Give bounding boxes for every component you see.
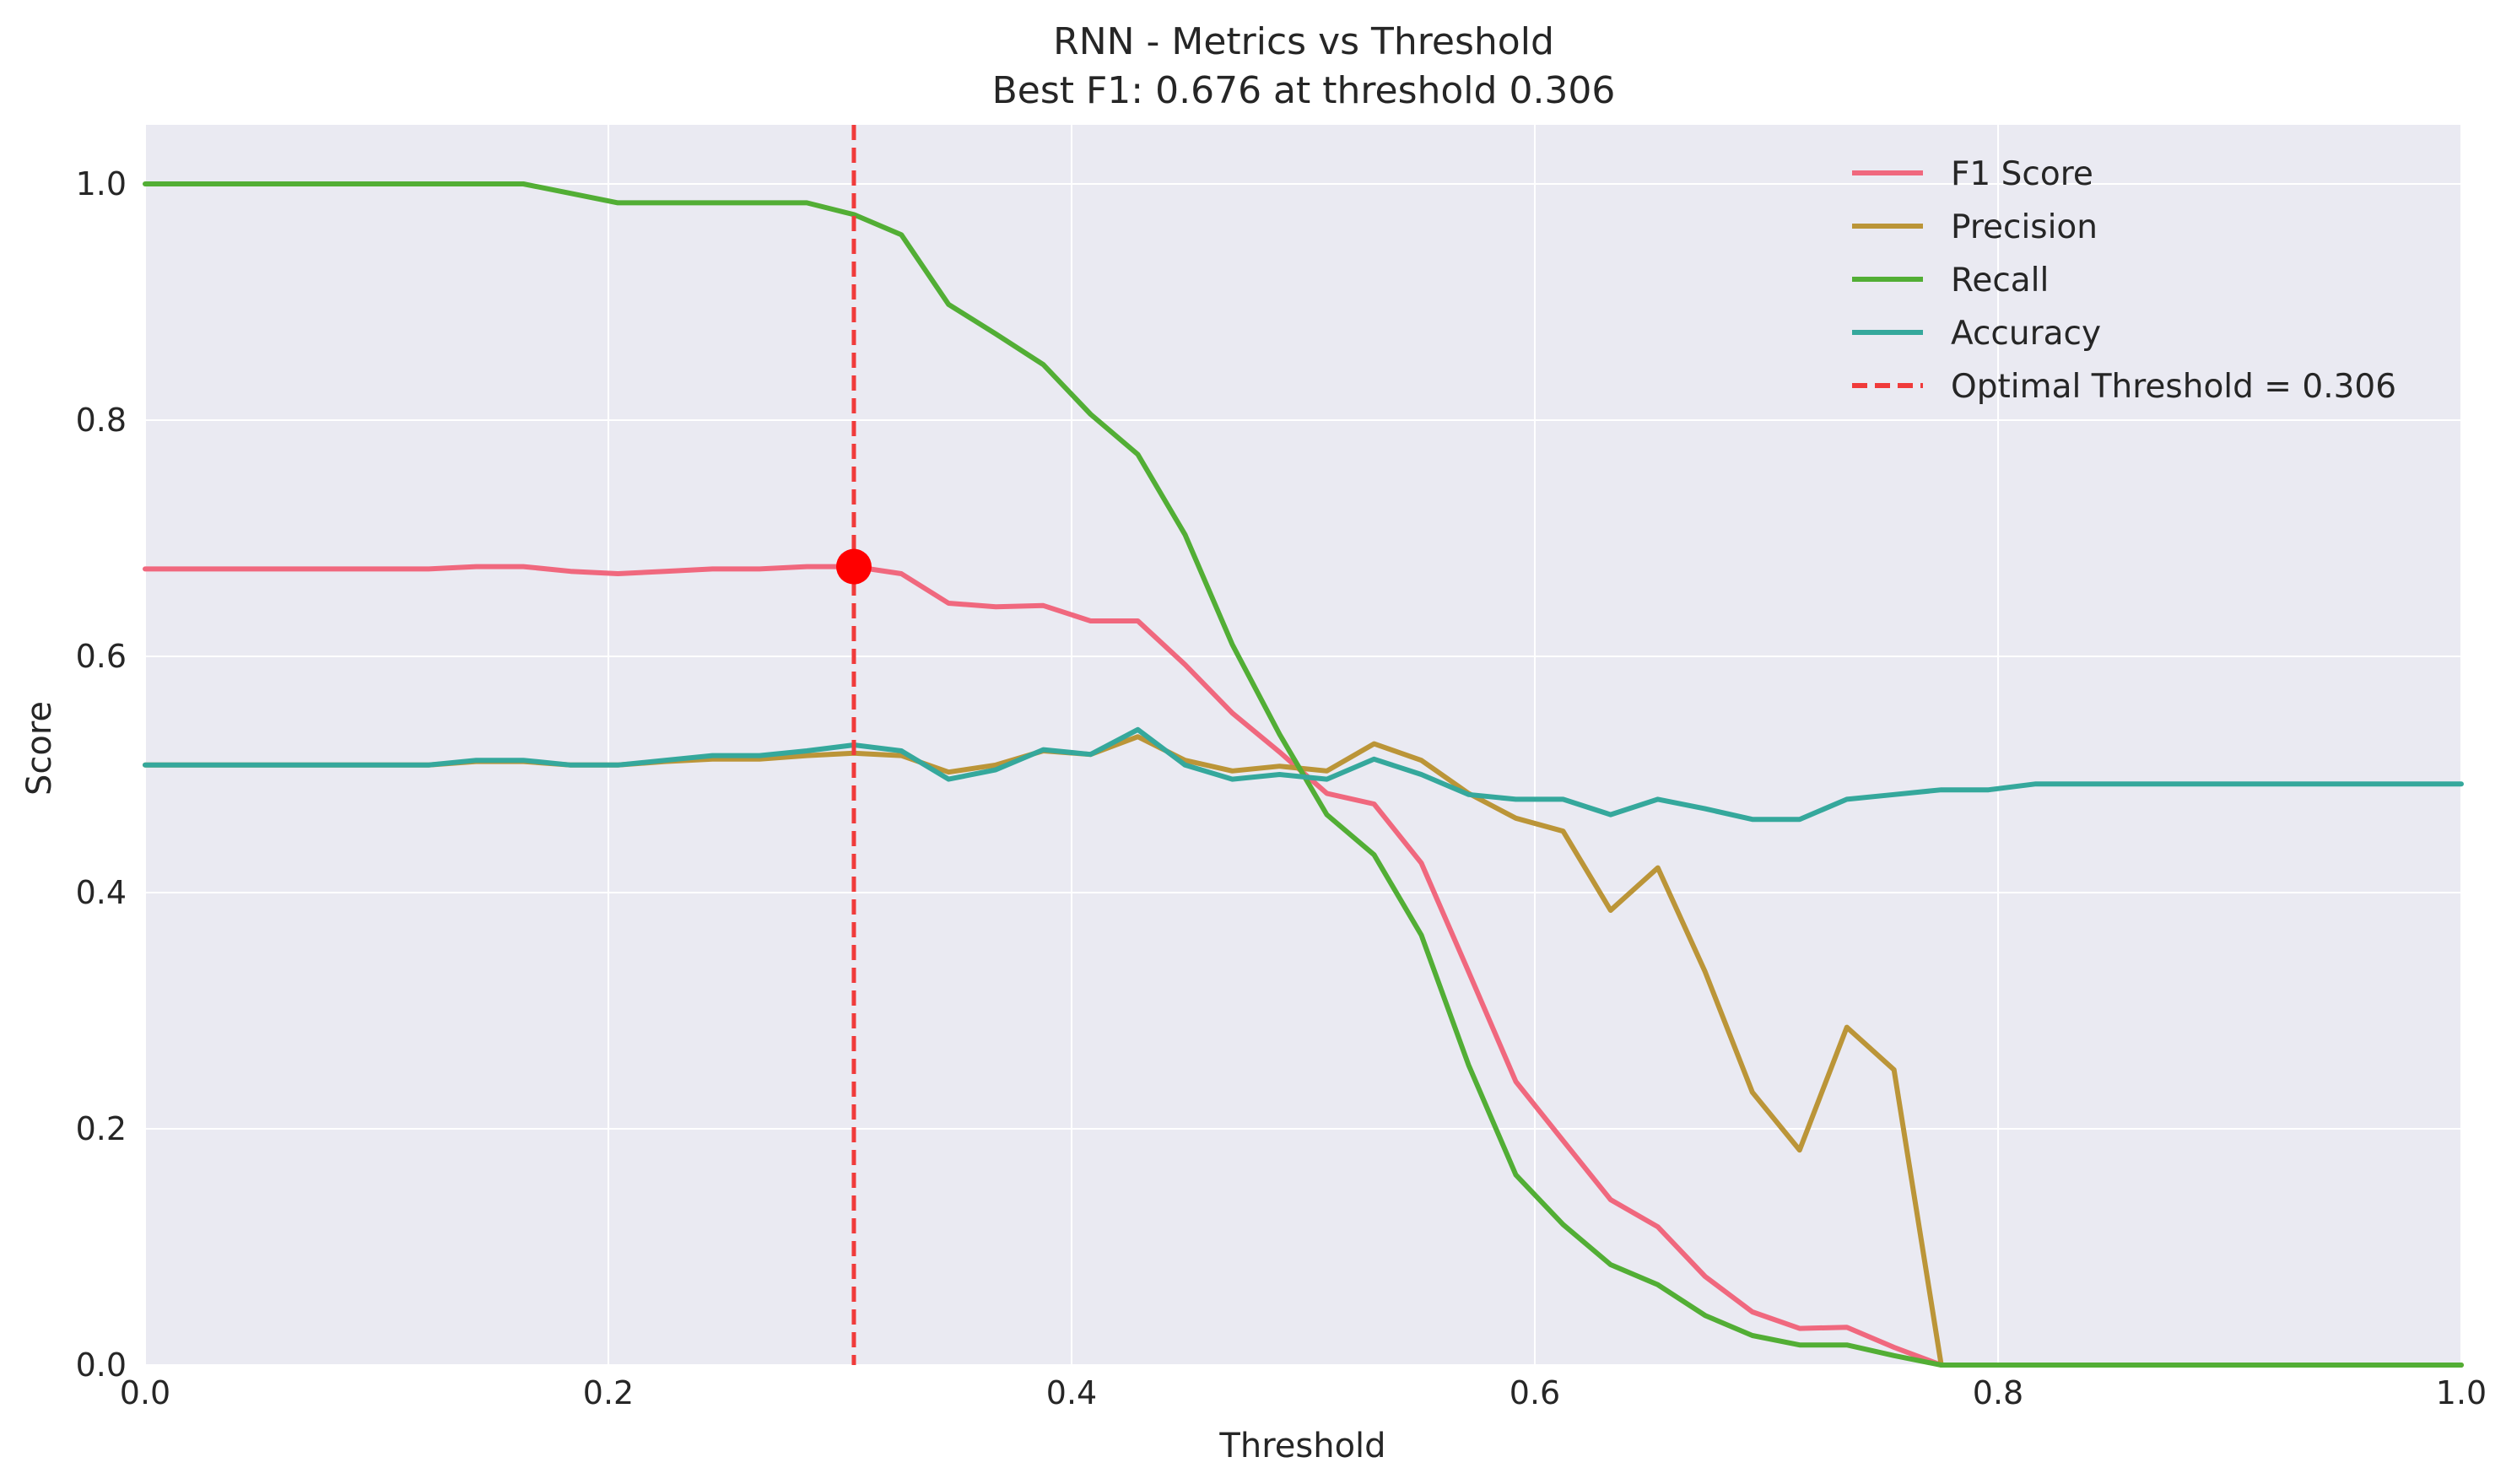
- legend: F1 Score Precision Recall Accuracy Optimal T…: [1852, 155, 2396, 406]
- x-tick-label: 0.2: [583, 1374, 634, 1411]
- best-f1-point: [835, 548, 872, 585]
- x-tick-label: 0.6: [1510, 1374, 1560, 1411]
- x-axis-ticks: 0.0 0.2 0.4 0.6 0.8 1.0: [120, 1374, 2487, 1411]
- legend-label: F1 Score: [1951, 155, 2093, 193]
- y-tick-label: 1.0: [76, 165, 127, 202]
- plot-area: [145, 125, 2461, 1365]
- y-axis-label: Score: [20, 701, 59, 796]
- series-line-accuracy: [143, 726, 2464, 823]
- chart-title: RNN - Metrics vs Threshold: [1053, 20, 1554, 63]
- x-tick-label: 0.0: [120, 1374, 170, 1411]
- y-tick-label: 0.6: [76, 638, 127, 675]
- annotation-markers: [835, 125, 872, 1365]
- x-tick-label: 0.8: [1973, 1374, 2023, 1411]
- x-axis-label: Threshold: [1218, 1427, 1385, 1465]
- x-tick-label: 1.0: [2436, 1374, 2487, 1411]
- y-axis-ticks: 0.0 0.2 0.4 0.6 0.8 1.0: [76, 165, 127, 1384]
- y-tick-label: 0.0: [76, 1346, 127, 1384]
- y-tick-label: 0.2: [76, 1110, 127, 1147]
- legend-label: Recall: [1951, 262, 2049, 299]
- legend-label: Optimal Threshold = 0.306: [1951, 368, 2396, 406]
- legend-label: Precision: [1951, 208, 2098, 246]
- legend-label: Accuracy: [1951, 315, 2101, 353]
- y-tick-label: 0.8: [76, 402, 127, 439]
- x-tick-label: 0.4: [1046, 1374, 1097, 1411]
- y-tick-label: 0.4: [76, 874, 127, 911]
- chart-subtitle: Best F1: 0.676 at threshold 0.306: [992, 69, 1616, 112]
- series-lines: [143, 181, 2464, 1368]
